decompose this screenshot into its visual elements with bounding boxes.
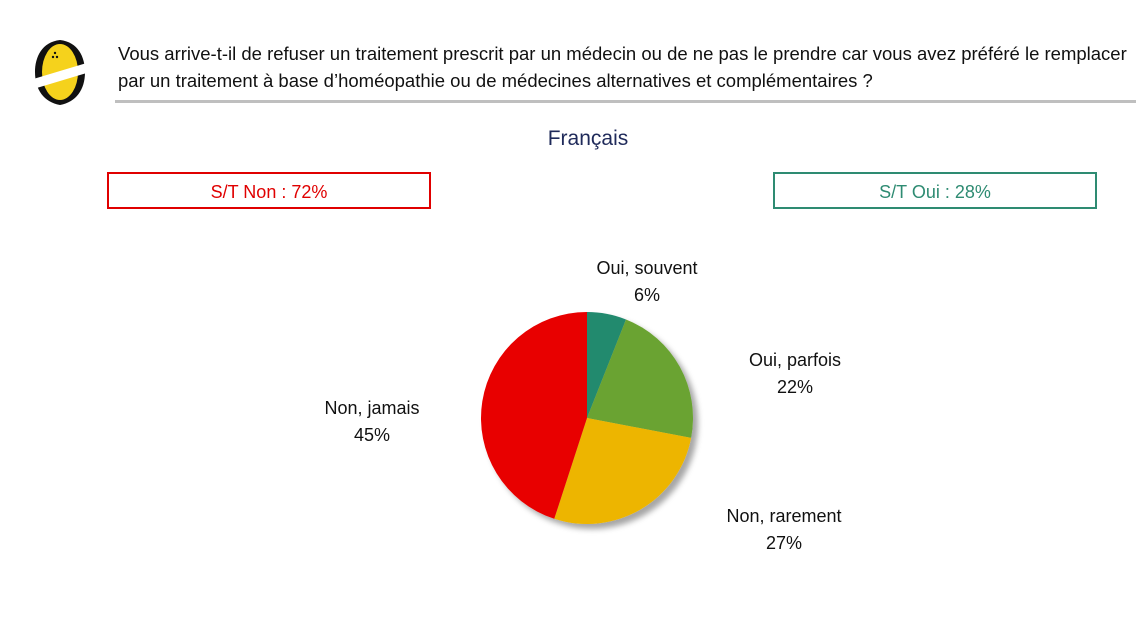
summary-non-box: S/T Non : 72% (107, 172, 431, 209)
slice-label: Oui, souvent 6% (567, 255, 727, 309)
pie-slice-2 (554, 418, 692, 524)
slice-value: 27% (765, 533, 803, 553)
slice-value: 6% (633, 285, 660, 305)
slice-label: Oui, parfois 22% (715, 347, 875, 401)
slice-category: Non, rarement (726, 506, 842, 526)
slice-category: Oui, parfois (748, 350, 842, 370)
question-text: Vous arrive-t-il de refuser un traitemen… (118, 43, 1127, 91)
pie-slice-1 (587, 319, 693, 438)
slice-value: 45% (353, 425, 391, 445)
pie-slice-0 (587, 312, 627, 418)
slice-value: 22% (776, 377, 814, 397)
divider (115, 100, 1136, 103)
slice-category: Oui, souvent (596, 258, 698, 278)
slice-label: Non, jamais 45% (292, 395, 452, 449)
logo-icon (30, 34, 90, 110)
summary-oui-box: S/T Oui : 28% (773, 172, 1097, 209)
chart-title: Français (547, 127, 629, 150)
pie-slice-3 (480, 312, 587, 519)
slice-category: Non, jamais (324, 398, 420, 418)
slice-label: Non, rarement 27% (704, 503, 864, 557)
